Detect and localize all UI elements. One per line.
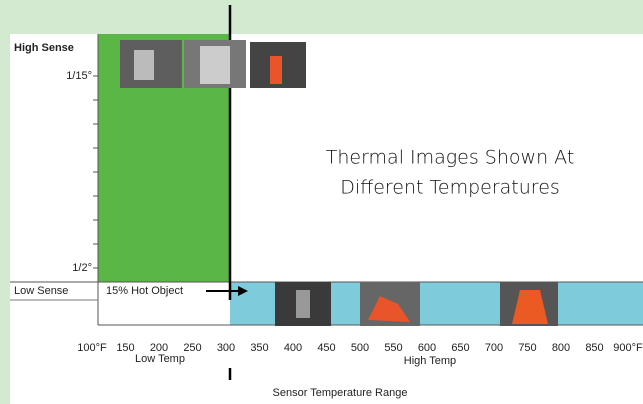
x-tick-label: 600 [418,342,436,354]
x-tick-label: 300 [217,342,235,354]
x-group-label: Low Temp [135,353,185,365]
x-tick-label: 900°F [613,342,643,354]
y-label: High Sense [14,42,74,54]
annotation: Thermal Images Shown At [326,147,575,169]
annotation: Different Temperatures [340,177,560,199]
diagram: Thermal Images Shown At Different Temper… [0,0,643,404]
x-tick-label: 850 [585,342,603,354]
thermal-detail [296,290,310,318]
hot-spot [270,56,282,84]
thermal-detail [200,46,230,84]
x-tick-label: 250 [183,342,201,354]
y-tick-label: 1/2° [72,262,92,274]
x-tick-label: 800 [552,342,570,354]
x-tick-label: 700 [485,342,503,354]
x-tick-label: 750 [518,342,536,354]
x-tick-label: 150 [116,342,134,354]
x-tick-label: 650 [451,342,469,354]
x-group-label: High Temp [404,355,456,367]
x-tick-label: 500 [351,342,369,354]
x-tick-label: 400 [284,342,302,354]
x-tick-label: 450 [317,342,335,354]
x-axis-title: Sensor Temperature Range [273,387,408,399]
y-tick-label: 1/15° [66,70,92,82]
y-label: Low Sense [14,285,68,297]
hot-object-label: 15% Hot Object [106,285,183,297]
x-tick-label: 550 [384,342,402,354]
thermal-detail [134,50,154,80]
x-tick-label: 100°F [77,342,107,354]
x-tick-label: 350 [250,342,268,354]
